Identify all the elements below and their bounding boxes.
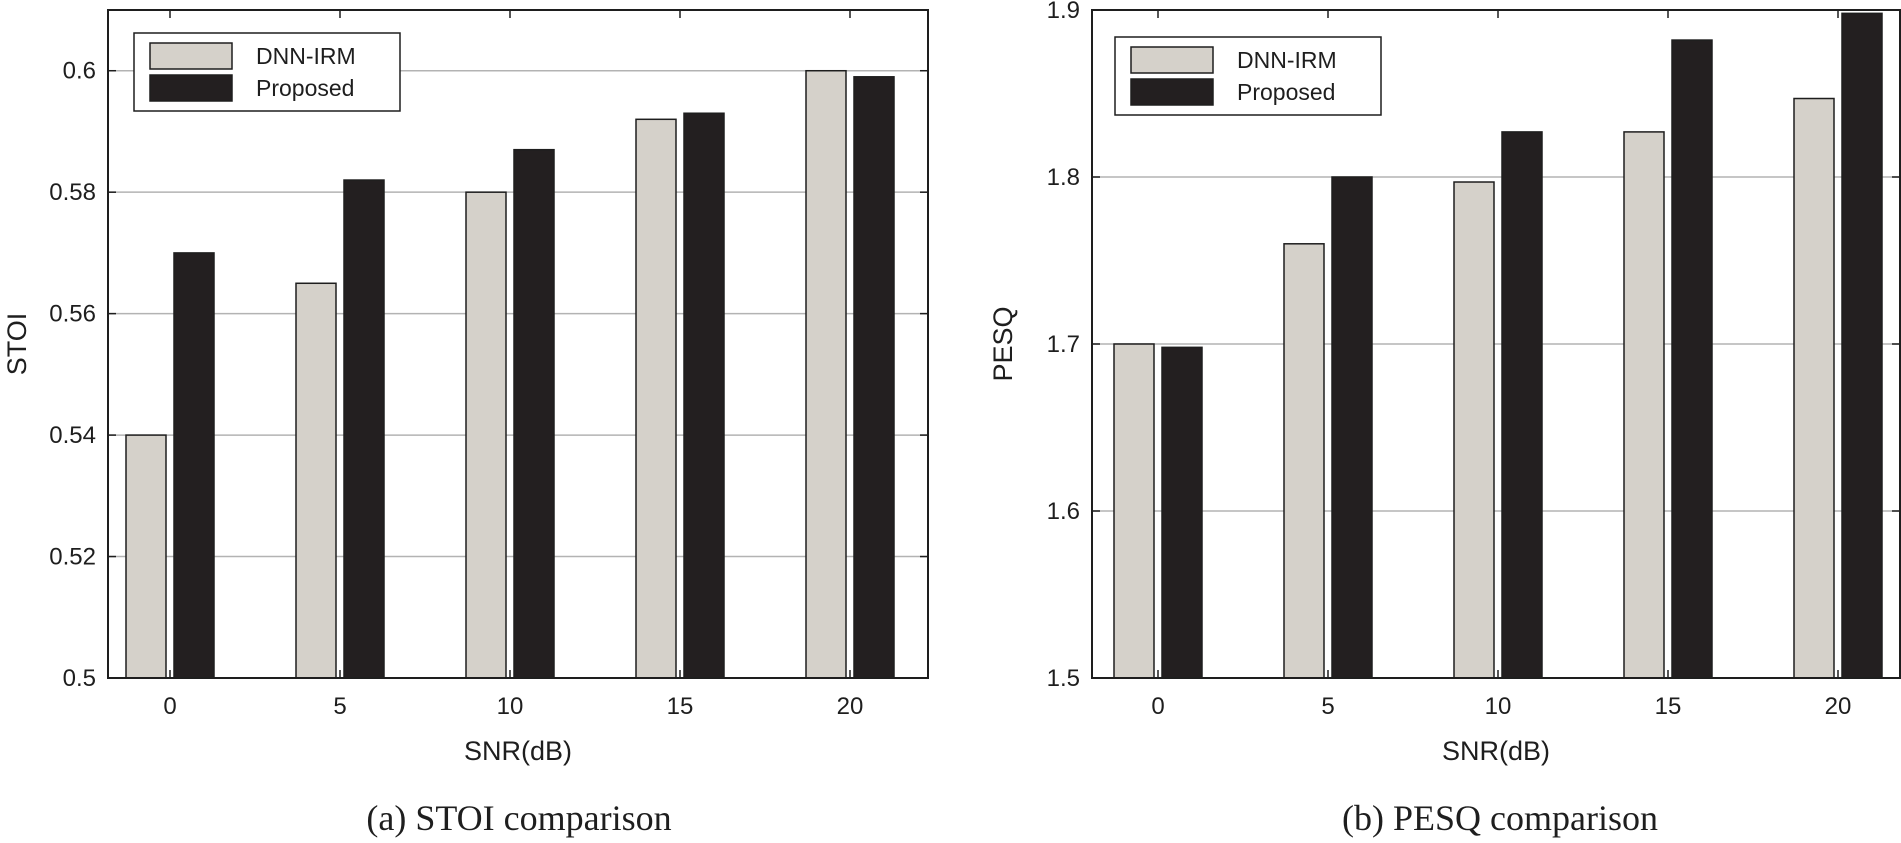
x-tick-label: 20 [837, 693, 864, 720]
x-tick-label: 15 [667, 693, 694, 720]
bar-proposed-10 [1501, 131, 1543, 679]
y-tick-label: 0.56 [49, 301, 96, 328]
chart-pesq: 1.5 1.6 1.7 1.8 1.9 0 5 10 15 20 SNR(dB) PESQ DNN-IR… [988, 0, 1901, 766]
bar-dnn-irm-15 [635, 118, 677, 679]
x-tick-label: 0 [1151, 693, 1164, 720]
bar-dnn-irm-20 [805, 69, 847, 679]
x-axis-label: SNR(dB) [1442, 736, 1550, 766]
legend: DNN-IRM Proposed [133, 32, 401, 112]
y-tick-label: 0.52 [49, 544, 96, 571]
x-tick-label: 5 [1321, 693, 1334, 720]
bar-dnn-irm-0 [1113, 343, 1155, 679]
bar-proposed-5 [343, 179, 385, 679]
y-tick-label: 1.6 [1047, 498, 1080, 525]
y-tick-label: 0.58 [49, 179, 96, 206]
legend-label-dnn-irm: DNN-IRM [1237, 47, 1337, 73]
bar-dnn-irm-20 [1793, 97, 1835, 679]
legend-swatch-proposed [1130, 78, 1214, 106]
legend-label-proposed: Proposed [1237, 79, 1335, 105]
bar-dnn-irm-15 [1623, 131, 1665, 679]
bar-dnn-irm-10 [1453, 181, 1495, 679]
x-tick-label: 10 [1485, 693, 1512, 720]
bar-dnn-irm-5 [1283, 243, 1325, 679]
y-axis-label: PESQ [988, 306, 1018, 381]
legend-swatch-dnn-irm [149, 42, 233, 70]
y-tick-label: 1.5 [1047, 665, 1080, 692]
y-tick-label: 0.5 [63, 665, 96, 692]
y-axis-label: STOI [2, 313, 32, 376]
legend: DNN-IRM Proposed [1114, 36, 1382, 116]
y-tick-label: 1.7 [1047, 331, 1080, 358]
x-tick-label: 0 [163, 693, 176, 720]
caption-pesq: (b) PESQ comparison [1342, 798, 1658, 838]
legend-label-dnn-irm: DNN-IRM [256, 43, 356, 69]
bar-proposed-0 [173, 252, 215, 679]
x-axis-label: SNR(dB) [464, 736, 572, 766]
bar-dnn-irm-10 [465, 191, 507, 679]
bar-proposed-15 [683, 112, 725, 679]
x-tick-label: 10 [497, 693, 524, 720]
bar-dnn-irm-5 [295, 282, 337, 679]
bar-proposed-0 [1161, 346, 1203, 679]
y-tick-label: 0.6 [63, 58, 96, 85]
x-tick-label: 20 [1825, 693, 1852, 720]
x-tick-label: 5 [333, 693, 346, 720]
caption-stoi: (a) STOI comparison [366, 798, 671, 838]
bar-proposed-15 [1671, 39, 1713, 679]
legend-swatch-dnn-irm [1130, 46, 1214, 74]
bar-proposed-20 [853, 76, 895, 679]
bar-proposed-10 [513, 148, 555, 679]
legend-label-proposed: Proposed [256, 75, 354, 101]
x-tick-label: 15 [1655, 693, 1682, 720]
chart-stoi: 0.5 0.52 0.54 0.56 0.58 0.6 0 5 10 15 20 SNR(dB) STO… [2, 9, 929, 766]
bar-proposed-20 [1841, 12, 1883, 679]
plot-frame [107, 9, 929, 679]
legend-swatch-proposed [149, 74, 233, 102]
y-tick-label: 0.54 [49, 422, 96, 449]
y-tick-label: 1.9 [1047, 0, 1080, 24]
bar-proposed-5 [1331, 176, 1373, 679]
plot-frame [1091, 9, 1901, 679]
bar-dnn-irm-0 [125, 434, 167, 679]
y-tick-label: 1.8 [1047, 164, 1080, 191]
